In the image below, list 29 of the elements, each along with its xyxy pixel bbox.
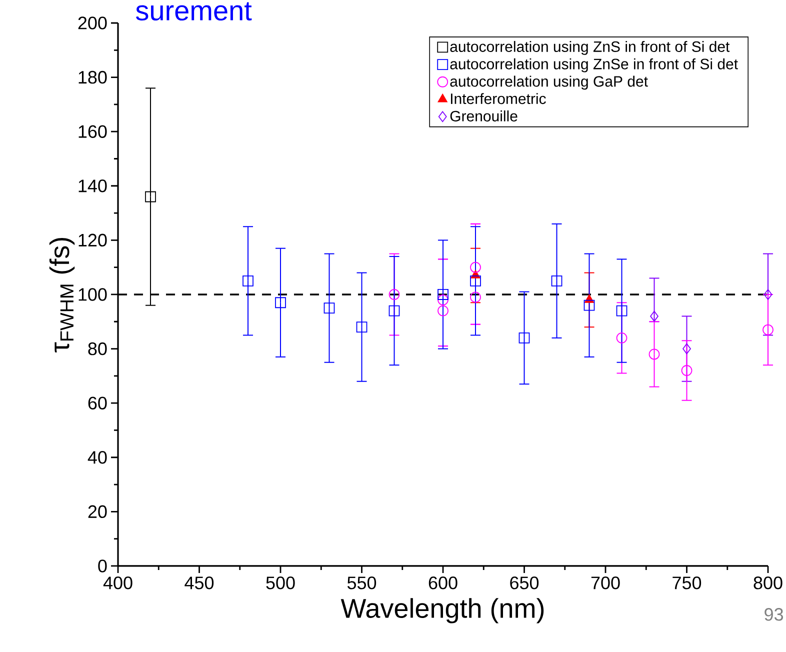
- legend-label: autocorrelation using GaP det: [450, 76, 648, 90]
- chart-title: surement: [136, 2, 252, 21]
- y-tick-label: 80: [88, 342, 107, 356]
- x-tick-label: 450: [184, 576, 214, 590]
- x-tick-label: 650: [510, 576, 539, 590]
- x-tick-label: 700: [591, 576, 620, 590]
- x-tick-label: 550: [347, 576, 376, 590]
- text: 93: [764, 608, 784, 621]
- x-tick-label: 500: [266, 576, 295, 590]
- x-axis-title: Wavelength (nm): [340, 598, 544, 624]
- legend-label: Grenouille: [450, 110, 518, 122]
- y-tick-label: 40: [88, 451, 107, 464]
- x-tick-label: 400: [103, 576, 132, 590]
- y-tick-label: 60: [88, 396, 107, 410]
- y-tick-label: 180: [78, 70, 107, 84]
- y-tick-label: 120: [78, 234, 107, 247]
- y-tick-label: 140: [78, 180, 107, 192]
- y-tick-label: 20: [88, 505, 107, 518]
- x-tick-label: 750: [672, 576, 702, 590]
- x-tick-label: 600: [428, 576, 458, 590]
- legend-label: autocorrelation using ZnSe in front of Si det: [450, 58, 738, 72]
- y-tick-label: 200: [78, 16, 107, 30]
- x-tick-label: 800: [754, 576, 782, 590]
- legend-label: autocorrelation using ZnS in front of Si det: [450, 40, 730, 55]
- y-tick-label: 100: [78, 288, 107, 301]
- y-axis-title: τ$_{FWHM}$ (fs): [49, 238, 75, 352]
- legend-label: Interferometric: [450, 93, 546, 104]
- y-tick-label: 0: [98, 560, 107, 572]
- y-tick-label: 160: [78, 125, 107, 138]
